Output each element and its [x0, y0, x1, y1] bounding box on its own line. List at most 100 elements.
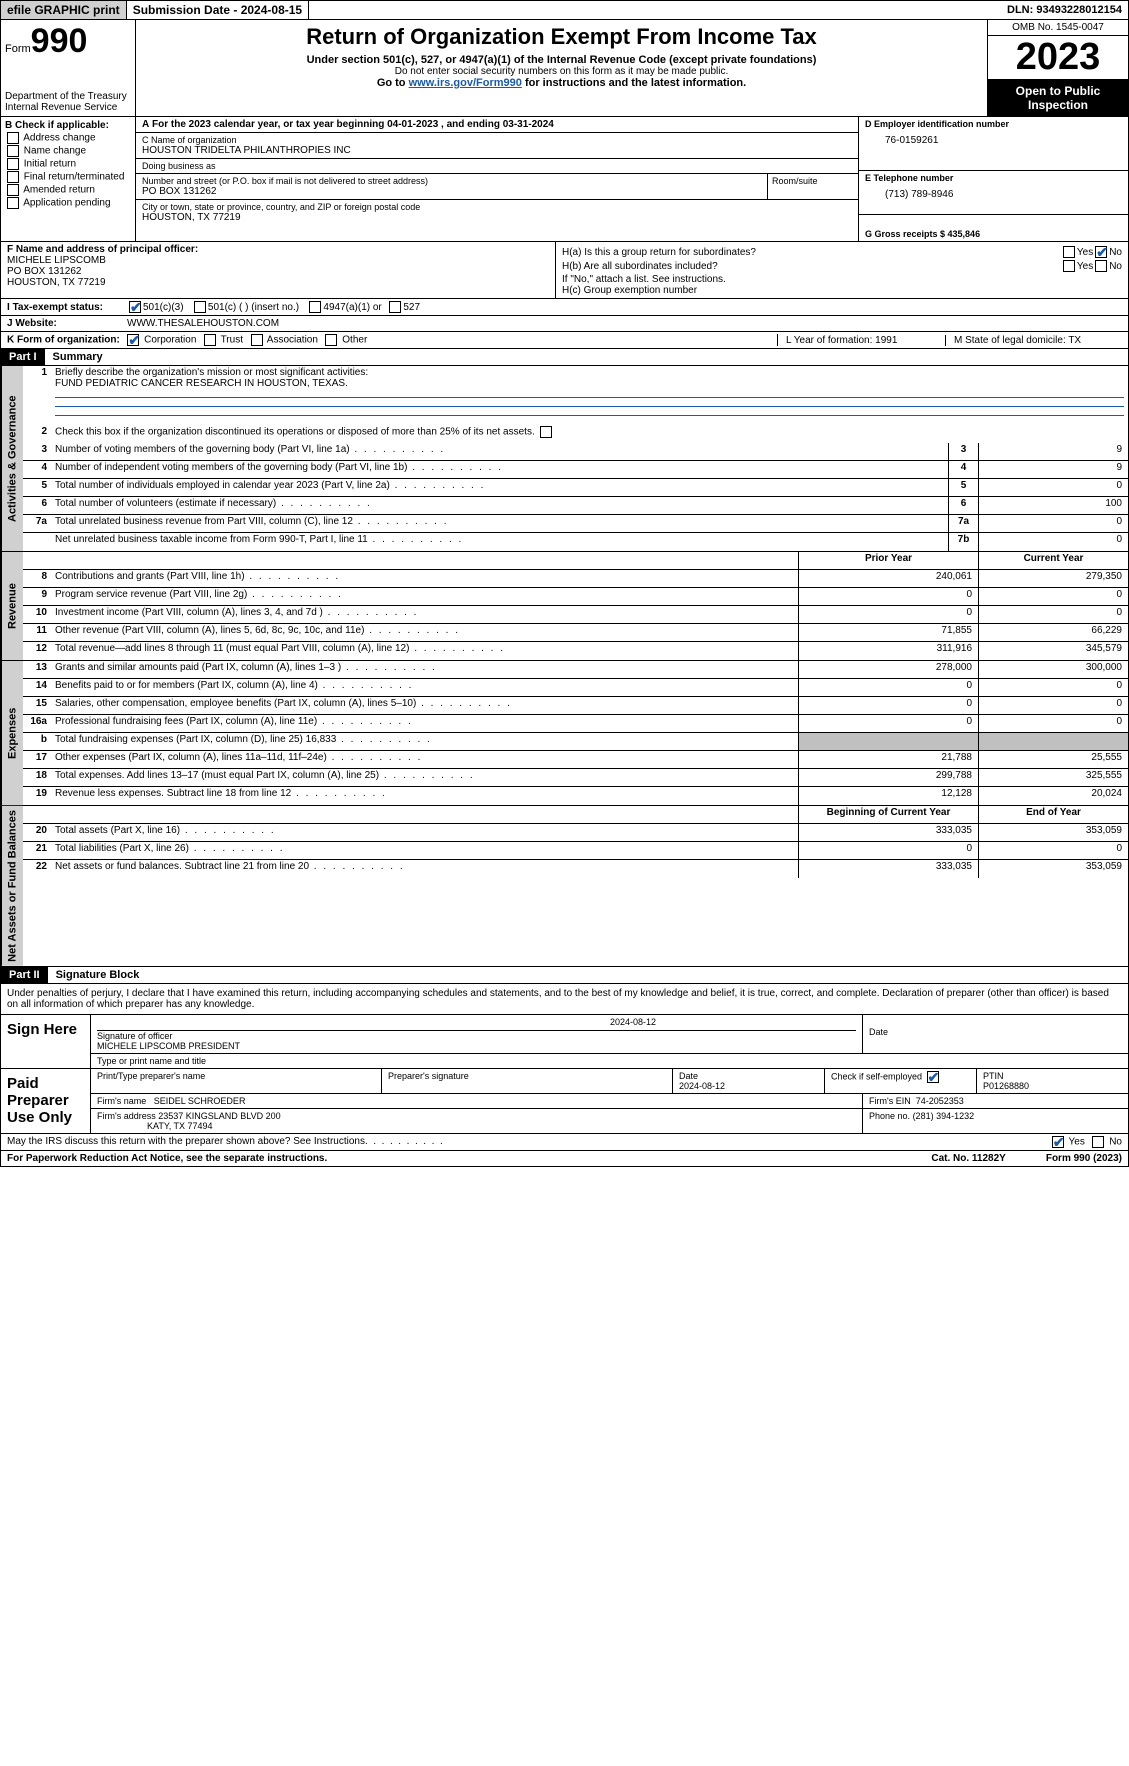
org-name-label: C Name of organization — [142, 135, 852, 145]
firm-phone: (281) 394-1232 — [913, 1111, 975, 1121]
revenue-table: Revenue Prior YearCurrent Year 8Contribu… — [0, 552, 1129, 661]
year-formation: L Year of formation: 1991 — [786, 335, 946, 346]
officer-label: F Name and address of principal officer: — [7, 244, 198, 255]
phone-label: E Telephone number — [865, 173, 1122, 183]
cb-501c3[interactable] — [129, 301, 141, 313]
checkbox-application-pending[interactable] — [7, 197, 19, 209]
officer-addr1: PO BOX 131262 — [7, 266, 549, 277]
hb-label: H(b) Are all subordinates included? — [562, 261, 1061, 272]
cb-trust[interactable] — [204, 334, 216, 346]
paid-preparer-label: Paid Preparer Use Only — [1, 1069, 91, 1133]
tax-year-line: A For the 2023 calendar year, or tax yea… — [136, 117, 858, 133]
firm-ein: 74-2052353 — [916, 1096, 964, 1106]
cb-corp[interactable] — [127, 334, 139, 346]
table-row: 4Number of independent voting members of… — [23, 461, 1128, 479]
website-value: WWW.THESALEHOUSTON.COM — [127, 318, 279, 329]
sign-here-label: Sign Here — [1, 1015, 91, 1068]
submission-date: Submission Date - 2024-08-15 — [127, 1, 309, 19]
side-net-assets: Net Assets or Fund Balances — [1, 806, 23, 966]
checkbox-address-change[interactable] — [7, 132, 19, 144]
table-row: 16aProfessional fundraising fees (Part I… — [23, 715, 1128, 733]
sig-officer-label: Signature of officer — [97, 1031, 172, 1041]
checkbox-name-change[interactable] — [7, 145, 19, 157]
prep-name-label: Print/Type preparer's name — [91, 1069, 382, 1093]
table-row: 5Total number of individuals employed in… — [23, 479, 1128, 497]
table-row: Net unrelated business taxable income fr… — [23, 533, 1128, 551]
firm-addr2: KATY, TX 77494 — [147, 1121, 213, 1131]
table-row: 12Total revenue—add lines 8 through 11 (… — [23, 642, 1128, 660]
table-row: 11Other revenue (Part VIII, column (A), … — [23, 624, 1128, 642]
ha-no[interactable] — [1095, 246, 1107, 258]
table-row: 20Total assets (Part X, line 16)333,0353… — [23, 824, 1128, 842]
date-label: Date — [869, 1027, 888, 1037]
begin-year-header: Beginning of Current Year — [798, 806, 978, 823]
side-revenue: Revenue — [1, 552, 23, 660]
officer-name: MICHELE LIPSCOMB — [7, 255, 549, 266]
firm-name: SEIDEL SCHROEDER — [154, 1096, 246, 1106]
dept-treasury: Department of the Treasury Internal Reve… — [5, 91, 131, 113]
discuss-yes[interactable] — [1052, 1136, 1064, 1148]
cb-discontinued[interactable] — [540, 426, 552, 438]
cb-other[interactable] — [325, 334, 337, 346]
declaration-text: Under penalties of perjury, I declare th… — [0, 984, 1129, 1015]
form-title: Return of Organization Exempt From Incom… — [140, 24, 983, 50]
checkbox-final-return[interactable] — [7, 171, 19, 183]
table-row: 22Net assets or fund balances. Subtract … — [23, 860, 1128, 878]
cb-4947[interactable] — [309, 301, 321, 313]
cb-527[interactable] — [389, 301, 401, 313]
table-row: 3Number of voting members of the governi… — [23, 443, 1128, 461]
goto-line: Go to www.irs.gov/Form990 for instructio… — [140, 77, 983, 89]
cb-501c[interactable] — [194, 301, 206, 313]
type-name-label: Type or print name and title — [91, 1054, 1128, 1068]
paperwork-notice: For Paperwork Reduction Act Notice, see … — [7, 1153, 327, 1164]
paid-preparer-block: Paid Preparer Use Only Print/Type prepar… — [0, 1069, 1129, 1134]
table-row: 7aTotal unrelated business revenue from … — [23, 515, 1128, 533]
website-row: J Website: WWW.THESALEHOUSTON.COM — [0, 316, 1129, 332]
city-label: City or town, state or province, country… — [142, 202, 852, 212]
table-row: 6Total number of volunteers (estimate if… — [23, 497, 1128, 515]
k-l-m-row: K Form of organization: Corporation Trus… — [0, 332, 1129, 349]
hc-label: H(c) Group exemption number — [562, 285, 1122, 296]
hb-no[interactable] — [1095, 260, 1107, 272]
footer: For Paperwork Reduction Act Notice, see … — [0, 1151, 1129, 1167]
checkbox-amended[interactable] — [7, 184, 19, 196]
cat-no: Cat. No. 11282Y — [931, 1153, 1005, 1164]
irs-link[interactable]: www.irs.gov/Form990 — [409, 77, 522, 89]
ein-value: 76-0159261 — [865, 135, 1122, 146]
ein-label: D Employer identification number — [865, 119, 1122, 129]
top-bar: efile GRAPHIC print Submission Date - 20… — [0, 0, 1129, 20]
part2-header: Part II Signature Block — [0, 967, 1129, 984]
open-to-public: Open to Public Inspection — [988, 80, 1128, 116]
firm-addr1: 23537 KINGSLAND BLVD 200 — [158, 1111, 280, 1121]
net-assets-table: Net Assets or Fund Balances Beginning of… — [0, 806, 1129, 967]
ha-yes[interactable] — [1063, 246, 1075, 258]
efile-print-button[interactable]: efile GRAPHIC print — [1, 1, 127, 19]
side-expenses: Expenses — [1, 661, 23, 805]
prior-year-header: Prior Year — [798, 552, 978, 569]
cb-self-employed[interactable] — [927, 1071, 939, 1083]
table-row: 13Grants and similar amounts paid (Part … — [23, 661, 1128, 679]
gross-receipts: G Gross receipts $ 435,846 — [865, 229, 1122, 239]
cb-assoc[interactable] — [251, 334, 263, 346]
phone-value: (713) 789-8946 — [865, 189, 1122, 200]
dln: DLN: 93493228012154 — [1001, 2, 1128, 18]
section-identity: B Check if applicable: Address change Na… — [0, 117, 1129, 242]
sig-date-top: 2024-08-12 — [97, 1017, 856, 1031]
ha-label: H(a) Is this a group return for subordin… — [562, 247, 1061, 258]
current-year-header: Current Year — [978, 552, 1128, 569]
table-row: 8Contributions and grants (Part VIII, li… — [23, 570, 1128, 588]
form-ref: Form 990 (2023) — [1046, 1153, 1122, 1164]
checkbox-initial-return[interactable] — [7, 158, 19, 170]
governance-table: Activities & Governance 1 Briefly descri… — [0, 366, 1129, 552]
table-row: 18Total expenses. Add lines 13–17 (must … — [23, 769, 1128, 787]
form-number: Form990 — [5, 22, 131, 61]
discuss-no[interactable] — [1092, 1136, 1104, 1148]
mission-label: Briefly describe the organization's miss… — [55, 367, 368, 378]
end-year-header: End of Year — [978, 806, 1128, 823]
table-row: bTotal fundraising expenses (Part IX, co… — [23, 733, 1128, 751]
hb-yes[interactable] — [1063, 260, 1075, 272]
table-row: 21Total liabilities (Part X, line 26)00 — [23, 842, 1128, 860]
table-row: 10Investment income (Part VIII, column (… — [23, 606, 1128, 624]
officer-sig: MICHELE LIPSCOMB PRESIDENT — [97, 1041, 240, 1051]
city-value: HOUSTON, TX 77219 — [142, 212, 852, 223]
